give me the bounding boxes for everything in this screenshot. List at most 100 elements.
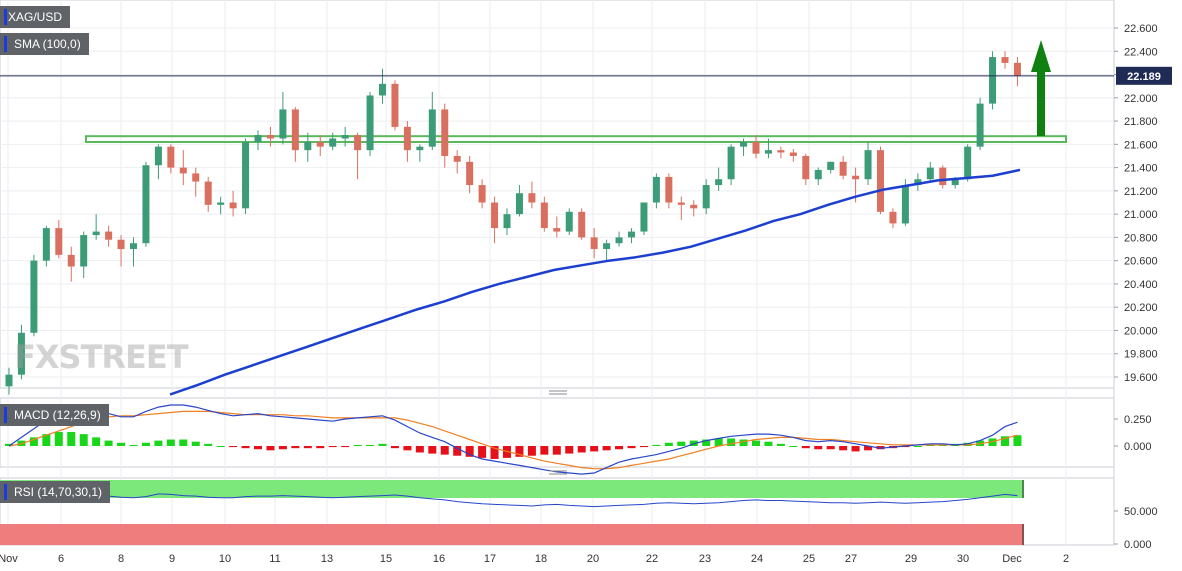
macd-histogram-bar xyxy=(764,441,773,446)
macd-histogram-bar xyxy=(702,439,711,446)
time-tick-label: Nov xyxy=(0,553,18,565)
price-tick-label: 20.400 xyxy=(1124,279,1158,291)
candle-body xyxy=(640,202,648,232)
candle-body xyxy=(117,239,125,250)
candle-body xyxy=(466,161,474,186)
macd-histogram-bar xyxy=(366,444,375,446)
macd-histogram-bar xyxy=(677,441,686,446)
candle-body xyxy=(391,83,399,127)
candle-body xyxy=(354,135,362,151)
candle-body xyxy=(242,142,250,209)
macd-histogram-bar xyxy=(453,446,462,456)
candle-body xyxy=(453,155,461,162)
candle-body xyxy=(491,202,499,229)
macd-histogram-bar xyxy=(254,446,262,450)
macd-tick-label: 0.000 xyxy=(1124,441,1152,453)
candle-body xyxy=(1001,57,1009,63)
candle-body xyxy=(403,126,411,151)
candle-body xyxy=(379,83,386,96)
price-tick-label: 20.000 xyxy=(1124,325,1158,337)
time-tick-label: 8 xyxy=(118,553,124,565)
candle-body xyxy=(665,176,673,203)
macd-histogram-bar xyxy=(117,442,126,446)
time-tick-label: 23 xyxy=(699,553,711,565)
macd-histogram-bar xyxy=(29,437,38,446)
macd-histogram-bar xyxy=(615,446,624,450)
macd-histogram-bar xyxy=(415,446,424,453)
price-tick-label: 20.800 xyxy=(1124,232,1158,244)
sma-100-line xyxy=(169,168,1021,396)
candle-body xyxy=(752,142,760,154)
macd-histogram-bar xyxy=(278,446,287,450)
macd-histogram-bar xyxy=(241,446,250,449)
candle-body xyxy=(590,237,598,250)
symbol-label: XAG/USD xyxy=(0,6,71,28)
candle-body xyxy=(503,214,511,229)
watermark-logo: FXSTREET xyxy=(14,338,189,376)
macd-histogram-bar xyxy=(864,446,873,451)
candle-body xyxy=(105,231,113,240)
macd-histogram-bar xyxy=(789,446,798,447)
time-tick-label: 22 xyxy=(646,553,658,565)
candle-body xyxy=(55,228,63,255)
macd-histogram-bar xyxy=(328,446,337,448)
candle-body xyxy=(951,179,959,186)
candle-body xyxy=(316,142,324,147)
time-tick-label: 15 xyxy=(380,553,392,565)
rsi-indicator-label[interactable]: RSI (14,70,30,1) xyxy=(0,481,111,503)
time-tick-label: 11 xyxy=(269,553,280,565)
candle-body xyxy=(603,243,611,250)
sma-indicator-label[interactable]: SMA (100,0) xyxy=(0,33,89,55)
candle-body xyxy=(802,155,810,180)
rsi-tick-label: 50.000 xyxy=(1124,506,1158,518)
macd-histogram-bar xyxy=(552,446,561,455)
time-tick-label: 2 xyxy=(1063,553,1069,565)
candle-body xyxy=(964,146,972,180)
price-tick-label: 22.400 xyxy=(1124,46,1158,58)
macd-histogram-bar xyxy=(839,446,848,451)
resistance-zone xyxy=(85,135,1067,144)
macd-histogram-bar xyxy=(851,446,860,452)
macd-signal-line xyxy=(8,410,1018,470)
candle-body xyxy=(217,202,225,205)
candle-body xyxy=(341,135,349,139)
macd-histogram-bar xyxy=(652,444,661,446)
candle-body xyxy=(142,165,150,244)
rsi-panel xyxy=(0,480,1024,545)
price-tick-label: 19.800 xyxy=(1124,349,1158,361)
price-axis-area xyxy=(1114,0,1182,571)
macd-histogram-bar xyxy=(104,440,113,446)
macd-histogram-bar xyxy=(515,446,524,457)
price-tick-label: 20.600 xyxy=(1124,256,1158,268)
macd-histogram-bar xyxy=(727,438,736,446)
macd-histogram-bar xyxy=(440,446,449,455)
time-tick-label: 18 xyxy=(535,553,547,565)
candle-body xyxy=(304,142,312,151)
macd-histogram-bar xyxy=(490,446,499,459)
macd-histogram-bar xyxy=(266,446,275,451)
candle-body xyxy=(702,185,710,209)
time-tick-label: 30 xyxy=(957,553,969,565)
arrow-up-icon xyxy=(1031,40,1051,72)
current-price-badge xyxy=(1116,66,1172,85)
time-tick-label: 6 xyxy=(58,553,64,565)
candle-body xyxy=(266,135,274,139)
price-tick-label: 21.800 xyxy=(1124,116,1158,128)
macd-histogram-bar xyxy=(216,446,225,447)
candle-body xyxy=(204,181,212,205)
candle-body xyxy=(80,235,88,267)
macd-indicator-label[interactable]: MACD (12,26,9) xyxy=(0,404,109,426)
macd-histogram-bar xyxy=(316,446,325,449)
panel-frame xyxy=(0,397,1115,468)
macd-histogram-bar xyxy=(714,438,723,446)
candle-body xyxy=(366,95,374,151)
macd-histogram-bar xyxy=(752,440,760,446)
candle-body xyxy=(827,161,835,170)
candle-body xyxy=(528,193,536,203)
candle-body xyxy=(565,211,573,232)
candle-body xyxy=(715,179,723,186)
macd-histogram-bar xyxy=(590,446,599,452)
macd-histogram-bar xyxy=(465,446,474,457)
candle-body xyxy=(154,146,162,166)
